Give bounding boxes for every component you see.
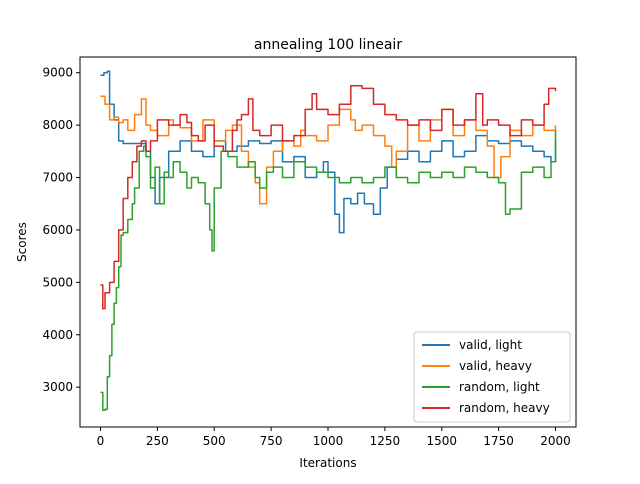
y-tick-label: 4000 [42,328,73,342]
y-tick-label: 8000 [42,118,73,132]
legend-label-2: random, light [459,380,540,394]
x-tick-label: 1250 [370,434,401,448]
series-line-2 [100,130,557,411]
x-tick-label: 500 [203,434,226,448]
chart-title: annealing 100 lineair [254,37,402,53]
x-tick-label: 0 [97,434,105,448]
x-tick-label: 250 [146,434,169,448]
x-tick-label: 1000 [313,434,344,448]
y-tick-label: 7000 [42,171,73,185]
series-line-0 [100,70,557,234]
series-layer [100,70,557,411]
x-tick-label: 1500 [426,434,457,448]
x-axis: 0 250 500 750 1000 1250 1500 1750 2000 [97,427,571,448]
x-axis-label: Iterations [299,456,356,470]
legend: valid, light valid, heavy random, light ran… [413,331,571,423]
y-tick-label: 9000 [42,66,73,80]
legend-box [413,331,571,423]
y-axis-label: Scores [15,222,29,262]
x-tick-label: 1750 [483,434,514,448]
x-tick-label: 750 [260,434,283,448]
x-tick-label: 2000 [540,434,571,448]
legend-label-0: valid, light [459,338,522,352]
series-line-3 [100,85,557,310]
legend-label-1: valid, heavy [459,359,532,373]
legend-label-3: random, heavy [459,401,550,415]
y-tick-label: 5000 [42,275,73,289]
y-tick-label: 6000 [42,223,73,237]
y-axis: 3000 4000 5000 6000 7000 8000 9000 [42,66,80,394]
y-tick-label: 3000 [42,380,73,394]
